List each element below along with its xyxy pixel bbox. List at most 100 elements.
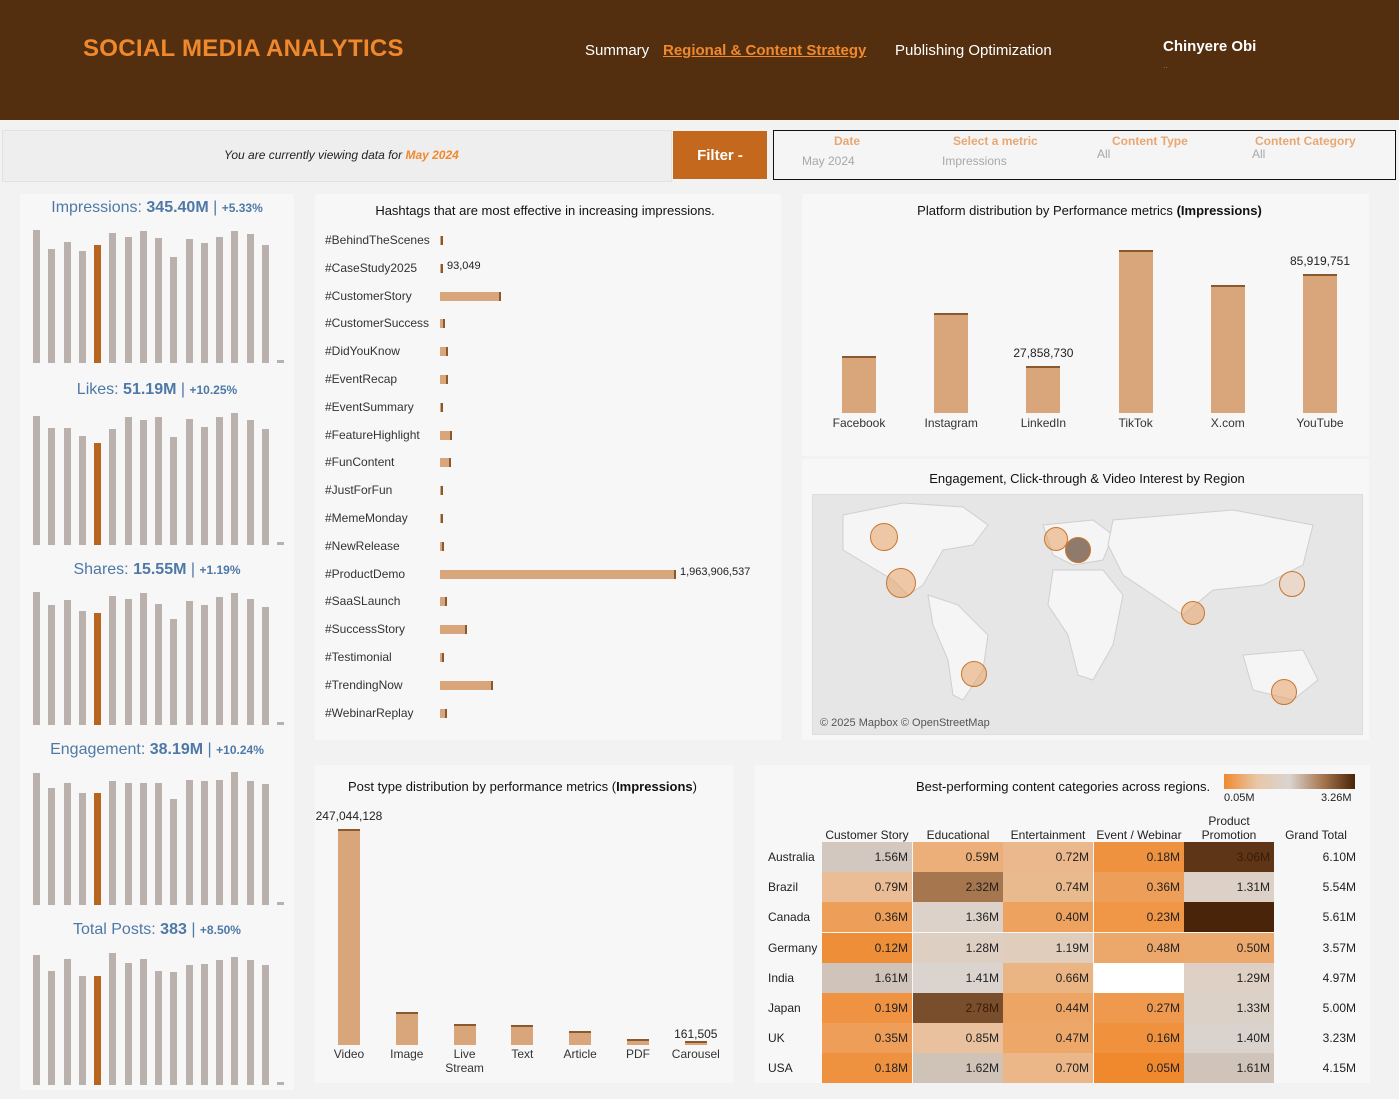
- kpi-bar[interactable]: [231, 772, 239, 905]
- filter-button[interactable]: Filter -: [673, 131, 767, 179]
- kpi-bar[interactable]: [200, 605, 208, 725]
- hashtag-bar[interactable]: [440, 541, 444, 551]
- heatmap-cell[interactable]: 0.50M: [1184, 932, 1274, 963]
- kpi-bar[interactable]: [155, 237, 162, 363]
- heatmap-cell[interactable]: 0.79M: [822, 872, 912, 903]
- platform-bar[interactable]: [1026, 366, 1061, 413]
- heatmap-cell[interactable]: 1.31M: [1184, 872, 1274, 903]
- content-category-filter[interactable]: All: [1252, 147, 1266, 161]
- platform-bar[interactable]: [1118, 250, 1153, 413]
- nav-publishing[interactable]: Publishing Optimization: [895, 42, 1052, 59]
- kpi-bar[interactable]: [109, 953, 117, 1085]
- heatmap-cell[interactable]: 0.27M: [1094, 993, 1184, 1023]
- kpi-bar[interactable]: [216, 959, 223, 1085]
- kpi-bar[interactable]: [124, 782, 132, 905]
- posttype-bar[interactable]: [569, 1031, 592, 1045]
- kpi-bar[interactable]: [109, 596, 117, 725]
- platform-bar[interactable]: [1303, 273, 1337, 413]
- kpi-bar[interactable]: [78, 793, 86, 905]
- kpi-bar[interactable]: [124, 598, 132, 725]
- heatmap-cell[interactable]: 1.56M: [822, 842, 912, 872]
- kpi-bar[interactable]: [185, 239, 193, 363]
- heatmap-cell[interactable]: 1.33M: [1184, 993, 1274, 1023]
- kpi-bar[interactable]: [216, 236, 223, 363]
- kpi-bar[interactable]: [48, 787, 56, 905]
- heatmap-cell[interactable]: 1.62M: [913, 1053, 1003, 1084]
- kpi-bar[interactable]: [33, 592, 40, 725]
- kpi-bar[interactable]: [63, 782, 71, 905]
- kpi-bar[interactable]: [231, 413, 239, 545]
- kpi-bar[interactable]: [33, 230, 40, 363]
- kpi-bar[interactable]: [124, 417, 132, 545]
- hashtag-bar[interactable]: [440, 680, 493, 690]
- kpi-bar[interactable]: [216, 417, 223, 545]
- kpi-bar[interactable]: [48, 248, 56, 363]
- kpi-bar[interactable]: [63, 599, 71, 725]
- kpi-bar[interactable]: [246, 419, 254, 545]
- heatmap-cell[interactable]: [1094, 962, 1184, 993]
- heatmap-cell[interactable]: 1.61M: [822, 962, 912, 993]
- kpi-bar[interactable]: [170, 618, 178, 725]
- kpi-bar[interactable]: [261, 244, 269, 363]
- heatmap-cell[interactable]: 0.48M: [1094, 932, 1184, 963]
- kpi-bar[interactable]: [78, 251, 86, 363]
- kpi-bar[interactable]: [246, 234, 254, 363]
- kpi-bar[interactable]: [277, 360, 284, 363]
- heatmap-cell[interactable]: 2.32M: [913, 872, 1003, 903]
- kpi-bar[interactable]: [277, 902, 284, 905]
- map-dot-brazil[interactable]: [961, 661, 987, 687]
- posttype-bar[interactable]: [395, 1011, 418, 1045]
- heatmap-cell[interactable]: 0.35M: [822, 1023, 912, 1054]
- map-dot-uk[interactable]: [1044, 527, 1068, 551]
- heatmap-cell[interactable]: 1.40M: [1184, 1023, 1274, 1054]
- kpi-bar[interactable]: [155, 603, 162, 725]
- kpi-bar[interactable]: [48, 605, 56, 725]
- kpi-bar[interactable]: [94, 244, 101, 363]
- kpi-bar[interactable]: [261, 965, 269, 1085]
- heatmap-cell[interactable]: [1184, 902, 1274, 933]
- posttype-bar[interactable]: [511, 1025, 534, 1045]
- kpi-bar[interactable]: [63, 241, 71, 363]
- nav-summary[interactable]: Summary: [585, 42, 650, 59]
- metric-filter[interactable]: Impressions: [942, 154, 1007, 168]
- hashtag-bar[interactable]: [440, 486, 443, 496]
- kpi-bar[interactable]: [246, 959, 254, 1085]
- kpi-bar[interactable]: [78, 975, 86, 1085]
- kpi-bar[interactable]: [185, 418, 193, 545]
- kpi-bar[interactable]: [109, 781, 117, 905]
- kpi-bar[interactable]: [78, 610, 86, 725]
- hashtag-bar[interactable]: [440, 236, 443, 245]
- kpi-bar[interactable]: [231, 593, 239, 725]
- posttype-bar[interactable]: [453, 1024, 476, 1045]
- kpi-bar[interactable]: [185, 601, 193, 725]
- posttype-bar[interactable]: [627, 1039, 649, 1045]
- platform-bar[interactable]: [1210, 284, 1245, 413]
- hashtag-bar[interactable]: [440, 347, 448, 357]
- kpi-bar[interactable]: [200, 781, 208, 905]
- kpi-bar[interactable]: [109, 232, 117, 363]
- kpi-bar[interactable]: [109, 429, 117, 545]
- kpi-bar[interactable]: [48, 970, 56, 1085]
- kpi-bar[interactable]: [277, 722, 284, 725]
- kpi-bar[interactable]: [200, 426, 208, 545]
- kpi-bar[interactable]: [185, 779, 193, 905]
- kpi-bar[interactable]: [246, 781, 254, 905]
- heatmap-cell[interactable]: 0.05M: [1094, 1053, 1184, 1084]
- kpi-bar[interactable]: [200, 243, 208, 363]
- kpi-bar[interactable]: [139, 593, 147, 725]
- heatmap-cell[interactable]: 0.59M: [913, 842, 1003, 872]
- kpi-bar[interactable]: [216, 779, 223, 905]
- kpi-bar[interactable]: [139, 782, 147, 905]
- kpi-bar[interactable]: [200, 963, 208, 1085]
- kpi-bar[interactable]: [139, 958, 147, 1085]
- kpi-bar[interactable]: [261, 606, 269, 725]
- heatmap-cell[interactable]: 0.18M: [822, 1053, 912, 1084]
- heatmap-cell[interactable]: 0.36M: [822, 902, 912, 933]
- region-map[interactable]: © 2025 Mapbox © OpenStreetMap: [812, 494, 1363, 735]
- kpi-bar[interactable]: [94, 975, 101, 1085]
- kpi-bar[interactable]: [78, 435, 86, 545]
- kpi-bar[interactable]: [216, 597, 223, 725]
- date-filter[interactable]: May 2024: [802, 154, 855, 168]
- heatmap-cell[interactable]: 0.47M: [1003, 1023, 1093, 1054]
- hashtag-bar[interactable]: [440, 514, 444, 523]
